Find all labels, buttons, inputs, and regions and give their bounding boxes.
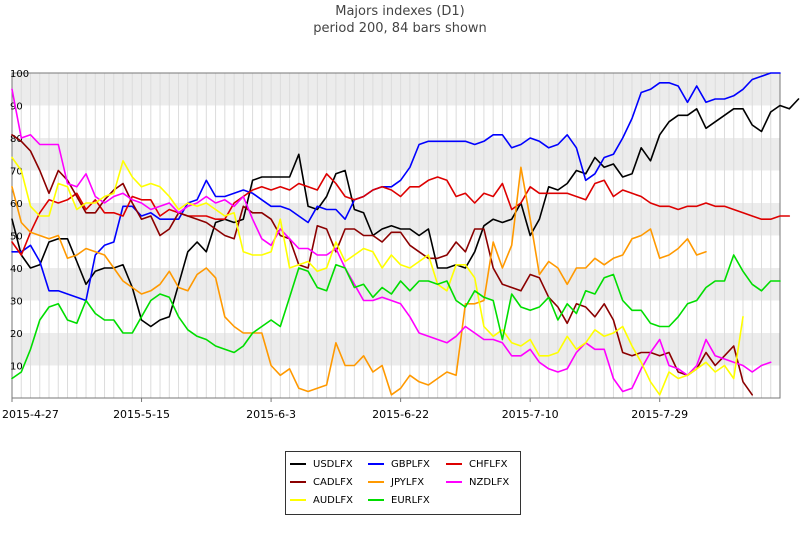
plot-frame	[11, 72, 781, 399]
legend-label: JPYLFX	[391, 476, 425, 488]
background-bands	[12, 73, 780, 398]
legend-label: AUDLFX	[313, 494, 354, 506]
y-tick-label: 10	[10, 362, 23, 373]
series-line-gbplfx	[11, 72, 781, 302]
legend-label: CADLFX	[313, 476, 353, 488]
legend-item-eurlfx: EURLFX	[368, 492, 430, 508]
legend-swatch	[446, 463, 462, 465]
legend-swatch	[290, 463, 306, 465]
y-tick-label: 40	[10, 264, 23, 275]
grid-band	[12, 138, 780, 171]
x-tick-label: 2015-6-22	[372, 408, 429, 421]
chart-subtitle: period 200, 84 bars shown	[313, 21, 487, 36]
y-tick-label: 70	[10, 167, 23, 178]
x-tick-label: 2015-5-15	[113, 408, 170, 421]
series-line-cadlfx	[11, 134, 754, 396]
x-tick-label: 2015-7-10	[502, 408, 559, 421]
y-tick-label: 100	[10, 69, 29, 80]
legend-label: EURLFX	[391, 494, 430, 506]
legend-label: GBPLFX	[391, 458, 430, 470]
legend-item-gbplfx: GBPLFX	[368, 456, 430, 472]
legend: USDLFX GBPLFX CHFLFX CADLFX JPYLFX NZDLFX AUDL…	[285, 451, 521, 515]
grid-band	[12, 73, 780, 106]
grid-band	[12, 365, 780, 398]
y-tick-label: 80	[10, 134, 23, 145]
grid-band	[12, 268, 780, 301]
legend-item-jpylfx: JPYLFX	[368, 474, 424, 490]
legend-item-audlfx: AUDLFX	[290, 492, 353, 508]
grid-band	[12, 300, 780, 333]
series-line-usdlfx	[11, 98, 800, 328]
grid-band	[12, 235, 780, 268]
legend-swatch	[368, 499, 384, 501]
y-tick-label: 90	[10, 102, 23, 113]
x-tick-label: 2015-4-27	[2, 408, 59, 421]
series-lines	[11, 72, 800, 396]
legend-swatch	[290, 499, 306, 501]
series-line-audlfx	[11, 156, 744, 396]
grid-band	[12, 170, 780, 203]
legend-item-cadlfx: CADLFX	[290, 474, 353, 490]
legend-item-usdlfx: USDLFX	[290, 456, 353, 472]
legend-item-chflfx: CHFLFX	[446, 456, 507, 472]
legend-label: NZDLFX	[469, 476, 510, 488]
series-line-jpylfx	[11, 166, 707, 396]
series-line-eurlfx	[11, 254, 781, 380]
y-tick-label: 20	[10, 329, 23, 340]
legend-label: USDLFX	[313, 458, 353, 470]
series-line-chflfx	[11, 173, 791, 256]
x-tick-label: 2015-6-3	[246, 408, 296, 421]
grid-band	[12, 105, 780, 138]
legend-swatch	[368, 463, 384, 465]
legend-swatch	[290, 481, 306, 483]
y-tick-label: 30	[10, 297, 23, 308]
chart-title: Majors indexes (D1)	[335, 4, 465, 19]
series-line-nzdlfx	[11, 88, 772, 393]
legend-item-nzdlfx: NZDLFX	[446, 474, 509, 490]
x-tick-label: 2015-7-29	[631, 408, 688, 421]
legend-swatch	[446, 481, 462, 483]
grid-band	[12, 203, 780, 236]
legend-label: CHFLFX	[469, 458, 508, 470]
grid-band	[12, 333, 780, 366]
legend-swatch	[368, 481, 384, 483]
x-axis-ticks: 2015-4-27 2015-5-15 2015-6-3 2015-6-22 2015-…	[2, 398, 688, 421]
